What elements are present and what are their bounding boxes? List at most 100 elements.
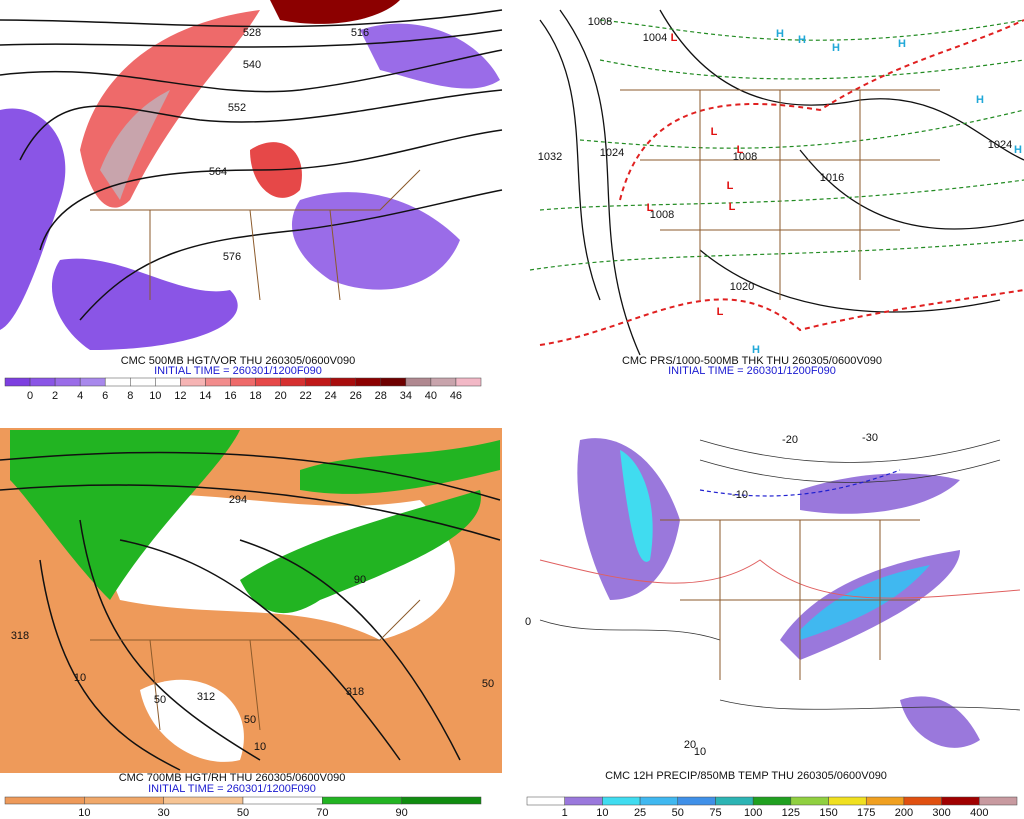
map-label: 50 <box>482 678 494 690</box>
map-label: 576 <box>223 251 241 263</box>
colorbar-swatch <box>790 796 829 806</box>
map-label: 20 <box>684 739 696 751</box>
colorbar-label: 400 <box>970 807 988 819</box>
colorbar-label: 70 <box>316 807 328 819</box>
colorbar-label: 200 <box>895 807 913 819</box>
colorbar-swatch <box>130 377 156 387</box>
map-label: 0 <box>525 616 531 628</box>
colorbar-swatch <box>430 377 457 387</box>
map-label: H <box>898 38 906 50</box>
colorbar-swatch <box>752 796 792 806</box>
map-label: 10 <box>694 746 706 758</box>
colorbar-swatch <box>401 796 482 805</box>
colorbar-label: 26 <box>350 390 362 402</box>
map-500mb <box>0 0 503 355</box>
colorbar-swatch <box>330 377 356 387</box>
colorbar-label: 18 <box>249 390 261 402</box>
map-label: L <box>671 32 678 44</box>
annotations: CMC 500MB HGT/VOR THU 260305/0600V090INI… <box>4 16 1022 819</box>
colorbar-swatch <box>255 377 281 387</box>
map-label: L <box>727 180 734 192</box>
map-label: 552 <box>228 102 246 114</box>
map-label: 1008 <box>733 151 757 163</box>
map-label: H <box>752 344 760 356</box>
colorbar-label: 34 <box>400 390 412 402</box>
colorbar-swatch <box>155 377 181 387</box>
colorbar-swatch <box>4 377 31 387</box>
colorbar-swatch <box>564 796 603 806</box>
map-label: L <box>717 306 724 318</box>
colorbar-label: 14 <box>199 390 211 402</box>
colorbar-swatch <box>380 377 407 387</box>
colorbar-label: 1 <box>562 807 568 819</box>
colorbar-label: 10 <box>149 390 161 402</box>
caption: CMC 500MB HGT/VOR THU 260305/0600V090 <box>121 355 356 367</box>
colorbar-swatch <box>84 796 164 805</box>
map-label: 318 <box>11 630 29 642</box>
colorbar-label: 20 <box>274 390 286 402</box>
colorbar-label: 12 <box>174 390 186 402</box>
map-label: 516 <box>351 27 369 39</box>
colorbar-label: 2 <box>52 390 58 402</box>
map-700mb <box>0 428 502 773</box>
colorbar-label: 125 <box>782 807 800 819</box>
colorbar-swatch <box>180 377 206 387</box>
colorbar-label: 24 <box>325 390 337 402</box>
colorbar-swatch <box>865 796 905 806</box>
colorbar-label: 0 <box>27 390 33 402</box>
colorbar-swatch <box>280 377 306 387</box>
colorbar-swatch <box>405 377 432 387</box>
colorbar-swatch <box>104 377 131 387</box>
colorbar-label: 175 <box>857 807 875 819</box>
colorbar-label: 75 <box>709 807 721 819</box>
colorbar-swatch <box>355 377 382 387</box>
colorbar-label: 50 <box>237 807 249 819</box>
map-label: H <box>798 34 806 46</box>
initial-time: INITIAL TIME = 260301/1200F090 <box>668 365 836 377</box>
colorbar-swatch <box>205 377 231 387</box>
colorbar-label: 100 <box>744 807 762 819</box>
colorbar-swatch <box>526 796 565 806</box>
map-label: L <box>711 126 718 138</box>
colorbar-label: 40 <box>425 390 437 402</box>
colorbar-swatch <box>455 377 482 387</box>
colorbar-label: 25 <box>634 807 646 819</box>
colorbar-swatch <box>305 377 331 387</box>
colorbar-label: 90 <box>396 807 408 819</box>
colorbar-swatch <box>979 796 1018 806</box>
map-label: L <box>729 201 736 213</box>
colorbar-swatch <box>941 796 980 806</box>
map-label: 528 <box>243 27 261 39</box>
colorbar-swatch <box>29 377 56 387</box>
map-label: H <box>976 94 984 106</box>
initial-time: INITIAL TIME = 260301/1200F090 <box>148 783 316 795</box>
colorbar-swatch <box>79 377 106 387</box>
map-label: 294 <box>229 494 247 506</box>
colorbar-label: 28 <box>375 390 387 402</box>
map-label: L <box>737 144 744 156</box>
colorbar-swatch <box>715 796 754 806</box>
colorbar-swatch <box>242 796 323 805</box>
map-label: 318 <box>346 686 364 698</box>
map-label: -30 <box>862 432 878 444</box>
colorbar-swatch <box>903 796 942 806</box>
map-label: 1004 <box>643 32 667 44</box>
colorbar-label: 300 <box>932 807 950 819</box>
map-label: -20 <box>782 434 798 446</box>
caption: CMC 700MB HGT/RH THU 260305/0600V090 <box>119 772 346 784</box>
colorbar-swatch <box>54 377 81 387</box>
colorbar-swatch <box>322 796 402 805</box>
map-label: 1024 <box>600 147 624 159</box>
caption: CMC 12H PRECIP/850MB TEMP THU 260305/060… <box>605 770 887 782</box>
map-label: 90 <box>354 574 366 586</box>
colorbar-label: 16 <box>224 390 236 402</box>
map-label: 10 <box>254 741 266 753</box>
map-label: 50 <box>154 694 166 706</box>
colorbar-label: 30 <box>158 807 170 819</box>
initial-time: INITIAL TIME = 260301/1200F090 <box>154 365 322 377</box>
colorbar-swatch <box>677 796 716 806</box>
map-label: 1016 <box>820 172 844 184</box>
map-label: H <box>776 28 784 40</box>
